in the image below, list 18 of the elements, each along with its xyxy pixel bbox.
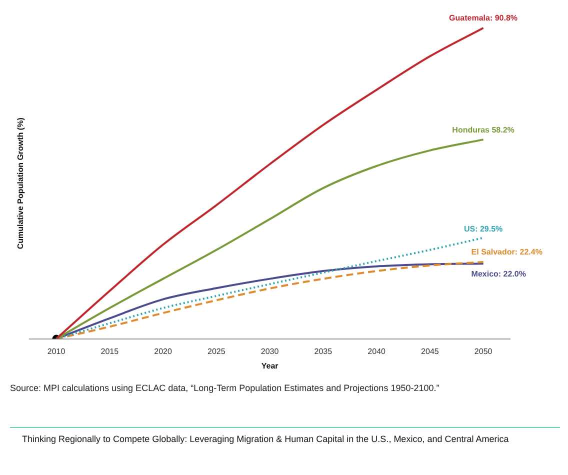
x-tick-label: 2020 — [154, 346, 172, 356]
x-axis-title: Year — [261, 361, 278, 370]
annotation: El Salvador: 22.4% — [471, 248, 542, 257]
annotation: Mexico: 22.0% — [471, 269, 526, 278]
x-tick-label: 2035 — [314, 346, 333, 356]
annotation: US: 29.5% — [464, 224, 503, 234]
x-tick-label: 2025 — [208, 346, 226, 356]
y-axis-title: Cumulative Population Growth (%) — [16, 117, 26, 250]
x-tick-label: 2010 — [47, 346, 66, 356]
text: Thinking Regionally to Compete Globally: Leveraging Migration & Human Capital in the U.S., Mexico, and Central America — [22, 434, 510, 444]
annotation: Honduras 58.2% — [452, 125, 514, 134]
x-tick-label: 2045 — [421, 346, 440, 356]
x-tick-label: 2015 — [100, 346, 120, 356]
x-tick-label: 2040 — [368, 346, 386, 356]
x-tick-label: 2030 — [260, 346, 280, 356]
text: Guatemala: 90.8% — [449, 14, 518, 22]
x-tick-label: 2050 — [474, 346, 493, 356]
source-note: Source: MPI calculations using ECLAC data, “Long-Term Population Estimates and Projections 1950-2100.” — [10, 383, 440, 393]
